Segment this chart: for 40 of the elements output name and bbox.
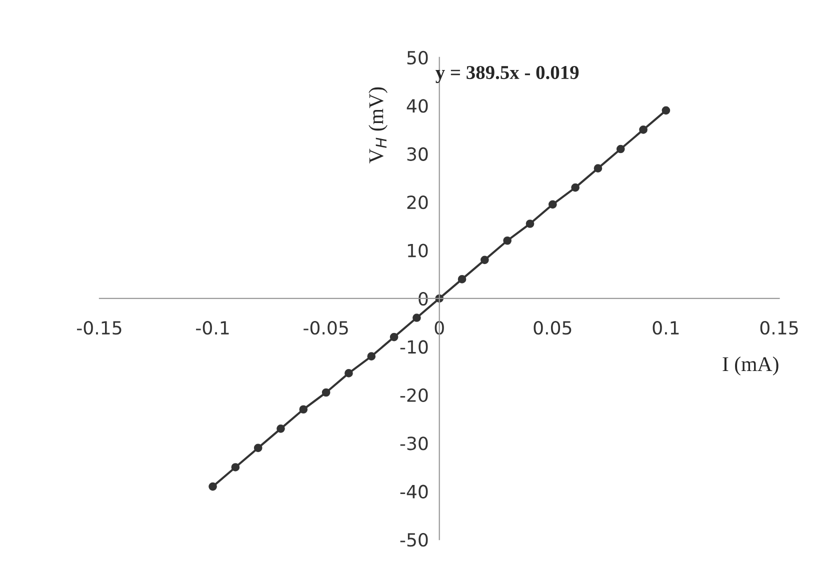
point	[480, 256, 489, 264]
y-tick-label: 20	[407, 196, 428, 210]
y-tick-label: 10	[408, 244, 428, 258]
point	[322, 388, 330, 397]
point	[208, 482, 217, 491]
y-tick-label: 50	[407, 50, 428, 65]
y-tick-label: -30	[400, 436, 428, 450]
y-tick-label: -20	[400, 388, 428, 402]
x-tick-label: 0.05	[534, 321, 572, 335]
point	[412, 314, 421, 322]
point	[299, 405, 308, 414]
point	[231, 463, 240, 472]
y-axis-title: V$_{H}$ (mV)	[368, 87, 388, 164]
y-tick-label: -50	[400, 533, 428, 547]
point	[639, 126, 648, 134]
point	[367, 352, 376, 361]
point	[458, 275, 466, 284]
point	[571, 183, 580, 192]
x-tick-label: 0.15	[760, 321, 798, 335]
point	[594, 164, 602, 172]
point	[548, 200, 557, 209]
point	[254, 444, 262, 452]
annotation: y = 389.5x - 0.019	[436, 66, 579, 84]
y-tick-label: -40	[400, 484, 428, 498]
x-tick-label: -0.15	[77, 321, 122, 335]
point	[526, 220, 534, 228]
y-tick-label: 30	[407, 147, 428, 161]
x-tick-label: -0.05	[304, 321, 348, 335]
point	[616, 144, 625, 154]
point	[503, 236, 512, 245]
point	[344, 369, 353, 378]
point	[390, 332, 398, 342]
point	[276, 424, 285, 433]
x-axis-title: I (mA)	[722, 356, 778, 376]
x-tick-label: 0.1	[652, 321, 679, 335]
y-tick-label: -10	[400, 340, 428, 354]
x-tick-label: 0	[434, 321, 444, 335]
point	[662, 106, 670, 115]
y-tick-label: 40	[406, 99, 428, 113]
x-tick-label: -0.1	[196, 321, 229, 335]
